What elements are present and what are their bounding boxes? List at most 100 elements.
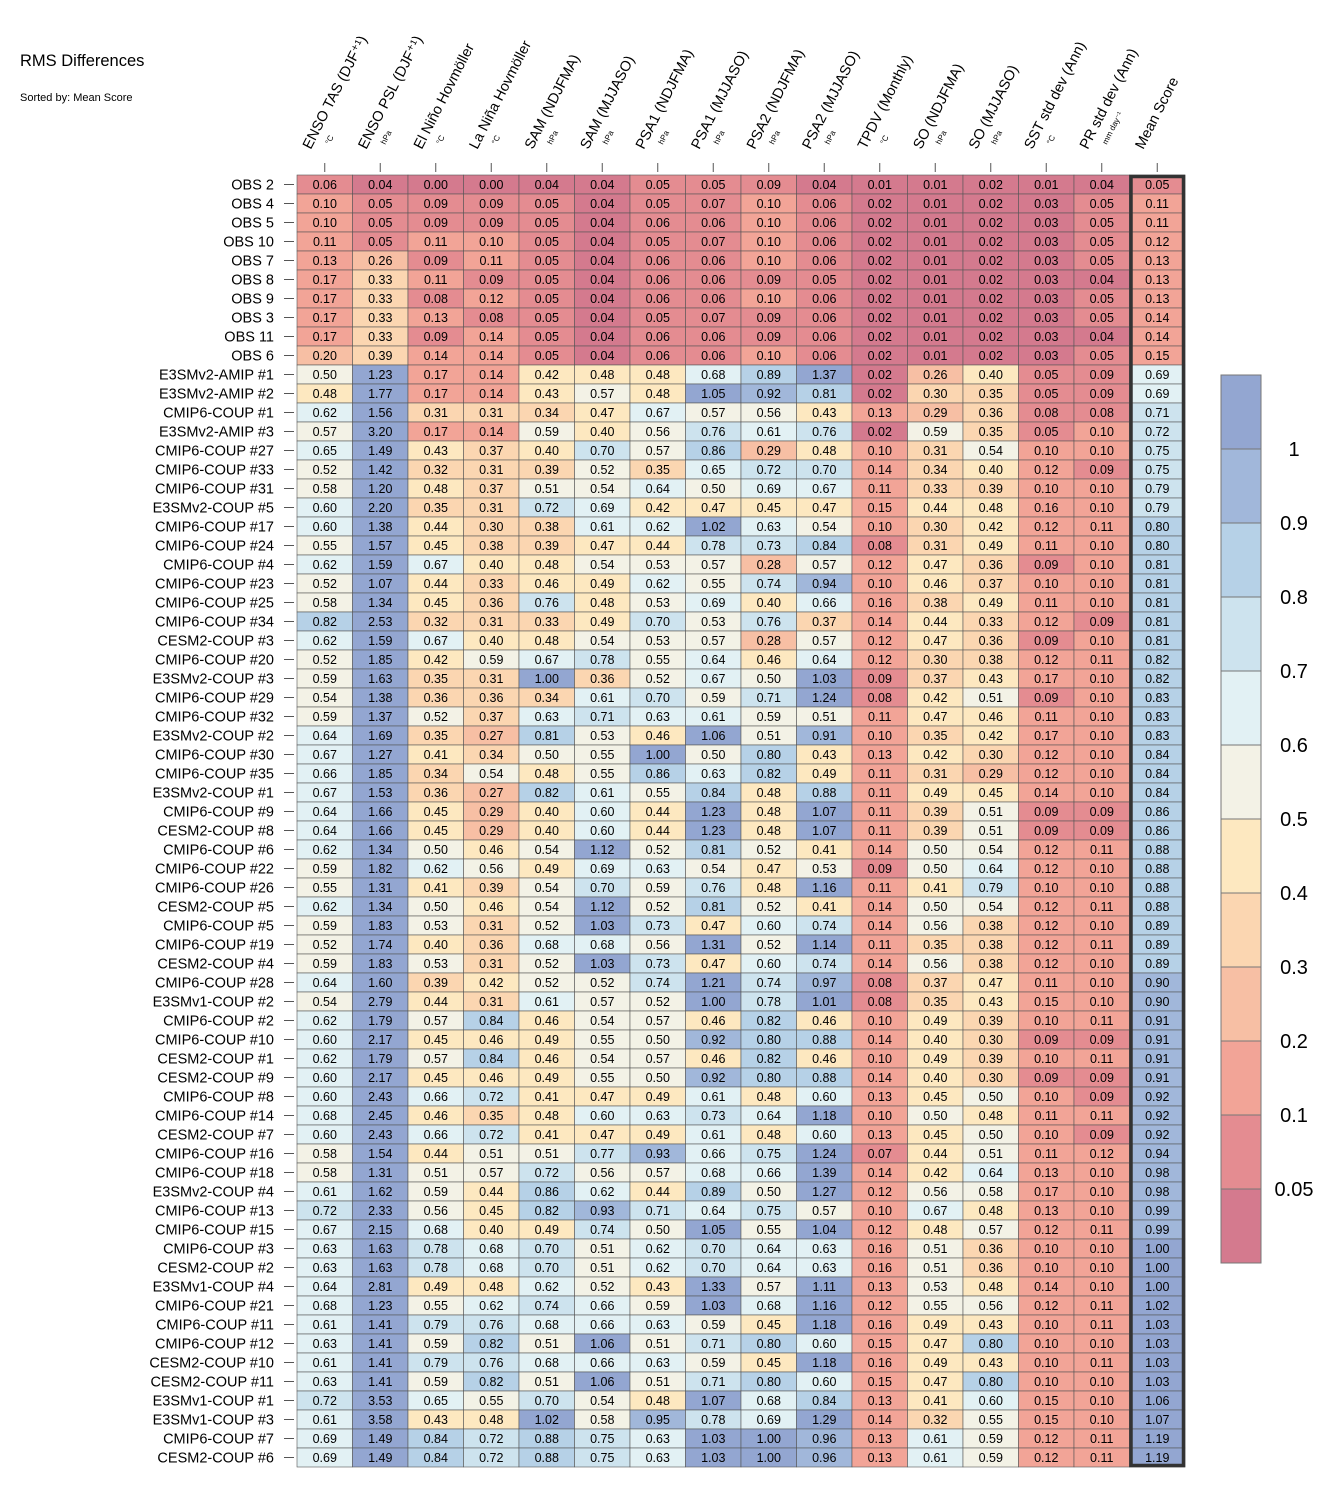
- cell-value: 0.89: [701, 1185, 725, 1199]
- cell-value: 0.50: [646, 1071, 670, 1085]
- cell-value: 0.05: [1034, 368, 1058, 382]
- cell-value: 0.09: [1034, 558, 1058, 572]
- cell-value: 1.11: [813, 1280, 836, 1294]
- row-label: E3SMv2-COUP #1: [153, 786, 274, 802]
- cell-value: 1.05: [701, 387, 725, 401]
- cell-value: 0.88: [1145, 900, 1169, 914]
- cell-value: 1.04: [812, 1223, 836, 1237]
- cell-value: 0.12: [868, 634, 892, 648]
- cell-value: 0.01: [923, 349, 947, 363]
- cell-value: 1.33: [701, 1280, 725, 1294]
- cell-value: 0.46: [979, 710, 1003, 724]
- cell-value: 0.68: [535, 1356, 559, 1370]
- cell-value: 0.47: [590, 1090, 614, 1104]
- cell-value: 0.14: [424, 349, 448, 363]
- cell-value: 2.45: [368, 1109, 392, 1123]
- cell-value: 0.50: [701, 748, 725, 762]
- cell-value: 1.39: [812, 1166, 836, 1180]
- cell-value: 0.06: [812, 349, 836, 363]
- cell-value: 1.03: [590, 919, 614, 933]
- cell-value: 0.08: [868, 539, 892, 553]
- cell-value: 0.76: [535, 596, 559, 610]
- cell-value: 0.51: [535, 1337, 559, 1351]
- cell-value: 1.63: [368, 672, 392, 686]
- cell-value: 0.84: [812, 1394, 836, 1408]
- cell-value: 0.56: [646, 425, 670, 439]
- cell-value: 0.57: [701, 558, 725, 572]
- cell-value: 0.14: [1034, 1280, 1058, 1294]
- cell-value: 0.80: [757, 1375, 781, 1389]
- cell-value: 0.45: [757, 501, 781, 515]
- cell-value: 0.88: [812, 786, 836, 800]
- cell-value: 0.47: [590, 539, 614, 553]
- cell-value: 0.12: [479, 292, 503, 306]
- cell-value: 0.63: [812, 1242, 836, 1256]
- cell-value: 0.81: [1145, 558, 1169, 572]
- cell-value: 0.13: [1145, 273, 1169, 287]
- cell-value: 0.09: [479, 216, 503, 230]
- cell-value: 1.03: [812, 672, 836, 686]
- cell-value: 0.44: [646, 539, 670, 553]
- cell-value: 0.06: [701, 216, 725, 230]
- cell-value: 1.53: [368, 786, 392, 800]
- row-label: CESM2-COUP #11: [150, 1375, 274, 1391]
- cell-value: 0.10: [868, 520, 892, 534]
- column-unit: hPa: [379, 129, 394, 146]
- cell-value: 0.40: [479, 634, 503, 648]
- cell-value: 0.17: [313, 311, 337, 325]
- cell-value: 0.14: [868, 463, 892, 477]
- cell-value: 1.06: [701, 729, 725, 743]
- cell-value: 0.45: [923, 1090, 947, 1104]
- cell-value: 0.04: [590, 292, 614, 306]
- cell-value: 0.43: [812, 406, 836, 420]
- cell-value: 0.11: [1035, 1109, 1058, 1123]
- cell-value: 0.58: [313, 482, 337, 496]
- cell-value: 0.54: [313, 995, 337, 1009]
- row-label: CMIP6-COUP #13: [155, 1204, 274, 1220]
- cell-value: 1.34: [368, 596, 392, 610]
- colorbar-segment: [1221, 449, 1261, 523]
- cell-value: 0.44: [646, 1185, 670, 1199]
- cell-value: 0.15: [868, 501, 892, 515]
- cell-value: 0.05: [535, 216, 559, 230]
- cell-value: 0.88: [535, 1432, 559, 1446]
- cell-value: 0.42: [479, 976, 503, 990]
- cell-value: 0.41: [424, 748, 448, 762]
- cell-value: 0.56: [979, 1299, 1003, 1313]
- cell-value: 0.52: [535, 976, 559, 990]
- cell-value: 0.52: [313, 463, 337, 477]
- cell-value: 0.09: [424, 254, 448, 268]
- row-label: CMIP6-COUP #27: [155, 444, 274, 460]
- cell-value: 0.91: [1145, 1033, 1169, 1047]
- cell-value: 0.59: [424, 1185, 448, 1199]
- cell-value: 0.75: [1145, 463, 1169, 477]
- cell-value: 0.10: [1090, 577, 1114, 591]
- cell-value: 0.39: [923, 805, 947, 819]
- cell-value: 0.55: [646, 653, 670, 667]
- cell-value: 2.81: [368, 1280, 392, 1294]
- cell-value: 0.03: [1034, 292, 1058, 306]
- cell-value: 0.59: [424, 1337, 448, 1351]
- cell-value: 0.66: [590, 1318, 614, 1332]
- row-label: CMIP6-COUP #1: [163, 406, 274, 422]
- cell-value: 0.10: [868, 1014, 892, 1028]
- cell-value: 0.11: [1090, 1318, 1113, 1332]
- cell-value: 0.62: [646, 1242, 670, 1256]
- cell-value: 0.74: [757, 577, 781, 591]
- cell-value: 0.36: [979, 1261, 1003, 1275]
- cell-value: 0.31: [479, 501, 503, 515]
- row-label: CMIP6-COUP #18: [155, 1166, 274, 1182]
- cell-value: 0.47: [701, 919, 725, 933]
- cell-value: 0.35: [424, 672, 448, 686]
- cell-value: 0.09: [1034, 691, 1058, 705]
- cell-value: 0.17: [1034, 1185, 1058, 1199]
- cell-value: 0.12: [1090, 1147, 1114, 1161]
- row-label: E3SMv2-COUP #4: [153, 1185, 274, 1201]
- cell-value: 0.84: [1145, 786, 1169, 800]
- column-unit: °C: [879, 134, 891, 146]
- cell-value: 0.06: [701, 292, 725, 306]
- cell-value: 0.33: [368, 273, 392, 287]
- cell-value: 1.20: [368, 482, 392, 496]
- cell-value: 0.67: [923, 1204, 947, 1218]
- cell-value: 0.09: [1090, 615, 1114, 629]
